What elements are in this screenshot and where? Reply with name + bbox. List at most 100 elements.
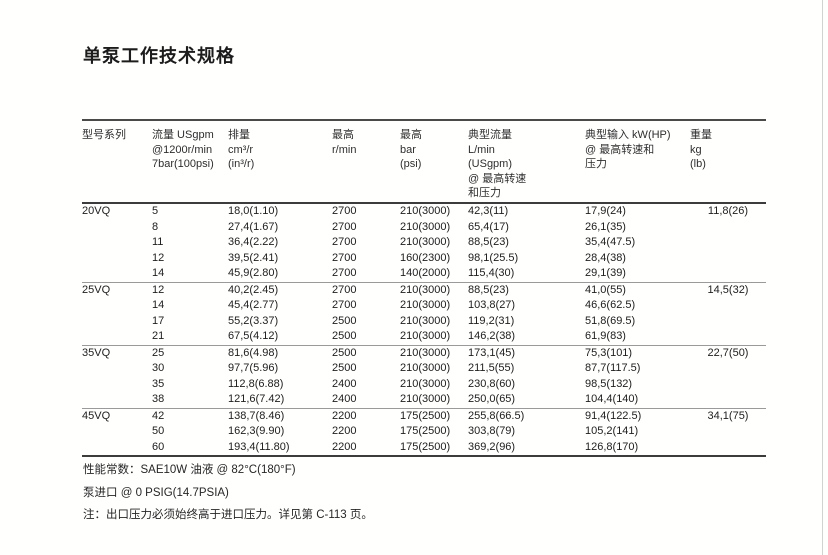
data-cell: 67,5(4.12) [228, 330, 279, 342]
model-series-cell: 20VQ [82, 205, 111, 217]
column-header-7: 典型输入 kW(HP) @ 最高转速和 压力 [585, 129, 671, 170]
data-cell: 103,8(27) [468, 299, 516, 311]
data-cell: 88,5(23) [468, 236, 509, 248]
data-cell: 25 [152, 346, 165, 359]
data-cell: 250,0(65) [468, 393, 516, 405]
data-cell: 210(3000) [400, 236, 451, 248]
data-cell: 140(2000) [400, 267, 451, 279]
table-row: 60 193,4(11.80) 2200 175(2500) 369,2(96) 126,… [82, 440, 766, 457]
page-title: 单泵工作技术规格 [83, 46, 235, 67]
model-series-cell: 25VQ [82, 283, 111, 296]
data-cell: 29,1(39) [585, 267, 626, 279]
data-cell: 369,2(96) [468, 440, 516, 453]
table-row: 20VQ 5 18,0(1.10) 2700 210(3000) 42,3(11) 17,9… [82, 203, 766, 220]
data-cell: 36,4(2.22) [228, 236, 279, 248]
data-cell: 2500 [332, 314, 357, 327]
data-cell: 61,9(83) [585, 330, 626, 342]
data-cell: 38 [152, 393, 165, 405]
data-cell: 45,9(2.80) [228, 267, 279, 279]
data-cell: 160(2300) [400, 251, 451, 264]
data-cell: 210(3000) [400, 330, 451, 342]
data-cell: 210(3000) [400, 393, 451, 405]
footnotes: 性能常数：SAE10W 油液 @ 82°C(180°F) 泵进口 @ 0 PSIG… [83, 459, 703, 527]
data-cell: 146,2(38) [468, 330, 516, 342]
weight-cell: 22,7(50) [707, 346, 749, 359]
data-cell: 2200 [332, 409, 357, 422]
data-cell: 75,3(101) [585, 346, 633, 359]
data-cell: 210(3000) [400, 362, 451, 374]
table-row: 11 36,4(2.22) 2700 210(3000) 88,5(23) 35,4(47… [82, 235, 766, 251]
model-series-cell: 45VQ [82, 409, 111, 422]
data-cell: 12 [152, 251, 165, 264]
data-cell: 46,6(62.5) [585, 299, 636, 311]
table-row: 30 97,7(5.96) 2500 210(3000) 211,5(55) 87,7(1… [82, 361, 766, 377]
data-cell: 17 [152, 314, 165, 327]
weight-cell: 34,1(75) [707, 409, 749, 422]
data-cell: 41,0(55) [585, 283, 626, 296]
data-cell: 210(3000) [400, 314, 451, 327]
data-cell: 119,2(31) [468, 314, 515, 327]
table-row: 14 45,9(2.80) 2700 140(2000) 115,4(30) 29,1(3… [82, 266, 766, 282]
header-row: 型号系列 流量 USgpm @1200r/min 7bar(100psi) 排量 cm³/… [82, 120, 766, 203]
data-cell: 2200 [332, 425, 357, 437]
data-cell: 210(3000) [400, 346, 451, 359]
column-header-1: 型号系列 [82, 129, 126, 141]
model-series-cell: 35VQ [82, 346, 111, 359]
table-row: 8 27,4(1.67) 2700 210(3000) 65,4(17) 26,1(35) [82, 220, 766, 236]
column-header-8: 重量 kg (lb) [690, 129, 712, 170]
data-cell: 45,4(2.77) [228, 299, 279, 311]
data-cell: 2700 [332, 205, 357, 217]
data-cell: 21 [152, 330, 165, 342]
table-row: 35VQ 25 81,6(4.98) 2500 210(3000) 173,1(45) 75… [82, 345, 766, 361]
data-cell: 2700 [332, 267, 357, 279]
data-cell: 121,6(7.42) [228, 393, 285, 405]
data-cell: 104,4(140) [585, 393, 639, 405]
table-row: 35 112,8(6.88) 2400 210(3000) 230,8(60) 98,5(… [82, 377, 766, 393]
spec-table: 型号系列 流量 USgpm @1200r/min 7bar(100psi) 排量 cm³/… [82, 119, 766, 457]
model-group-45VQ: 45VQ 42 138,7(8.46) 2200 175(2500) 255,8(66.5… [82, 408, 766, 456]
data-cell: 210(3000) [400, 299, 451, 311]
data-cell: 211,5(55) [468, 362, 515, 374]
model-group-25VQ: 25VQ 12 40,2(2.45) 2700 210(3000) 88,5(23) 41,… [82, 282, 766, 345]
data-cell: 42 [152, 409, 165, 422]
data-cell: 173,1(45) [468, 346, 516, 359]
data-cell: 18,0(1.10) [228, 205, 279, 217]
table-row: 17 55,2(3.37) 2500 210(3000) 119,2(31) 51,8(6… [82, 314, 766, 330]
data-cell: 2500 [332, 346, 357, 359]
data-cell: 30 [152, 362, 165, 374]
table-row: 25VQ 12 40,2(2.45) 2700 210(3000) 88,5(23) 41,… [82, 282, 766, 298]
data-cell: 5 [152, 205, 159, 217]
data-cell: 11 [152, 236, 164, 248]
data-cell: 39,5(2.41) [228, 251, 279, 264]
data-cell: 2200 [332, 440, 357, 453]
data-cell: 2400 [332, 377, 357, 390]
data-cell: 230,8(60) [468, 377, 516, 390]
column-header-6: 典型流量 L/min (USgpm) @ 最高转速 和压力 [468, 129, 527, 199]
data-cell: 26,1(35) [585, 220, 626, 233]
data-cell: 55,2(3.37) [228, 314, 279, 327]
table-row: 14 45,4(2.77) 2700 210(3000) 103,8(27) 46,6(6… [82, 298, 766, 314]
data-cell: 14 [152, 267, 165, 279]
data-cell: 193,4(11.80) [228, 440, 290, 453]
data-cell: 2500 [332, 362, 357, 374]
data-cell: 175(2500) [400, 440, 451, 453]
data-cell: 50 [152, 425, 165, 437]
note-line: 性能常数：SAE10W 油液 @ 82°C(180°F) [83, 464, 296, 476]
column-header-3: 排量 cm³/r (in³/r) [228, 129, 255, 170]
note-line: 泵进口 @ 0 PSIG(14.7PSIA) [83, 486, 229, 499]
data-cell: 98,5(132) [585, 377, 633, 390]
table-row: 12 39,5(2.41) 2700 160(2300) 98,1(25.5) 28,4(… [82, 251, 766, 267]
data-cell: 51,8(69.5) [585, 314, 636, 327]
data-cell: 87,7(117.5) [585, 362, 641, 374]
column-header-4: 最高 r/min [332, 129, 357, 156]
table-row: 50 162,3(9.90) 2200 175(2500) 303,8(79) 105,2… [82, 424, 766, 440]
weight-cell: 14,5(32) [707, 283, 749, 296]
data-cell: 255,8(66.5) [468, 409, 525, 422]
data-cell: 2700 [332, 299, 357, 311]
column-header-2: 流量 USgpm @1200r/min 7bar(100psi) [152, 129, 214, 170]
note-line: 注：出口压力必须始终高于进口压力。详见第 C-113 页。 [83, 509, 373, 521]
data-cell: 210(3000) [400, 220, 451, 233]
data-cell: 2700 [332, 236, 357, 248]
data-cell: 105,2(141) [585, 425, 639, 437]
data-cell: 2500 [332, 330, 357, 342]
